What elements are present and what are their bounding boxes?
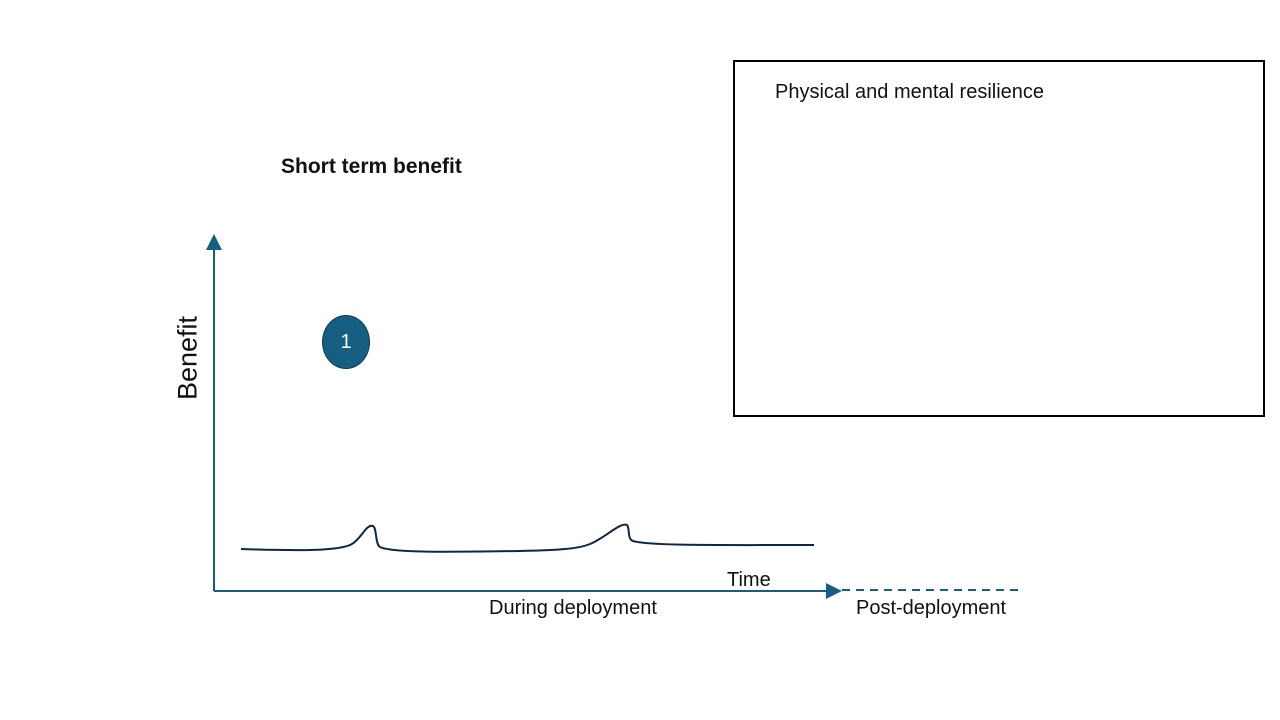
slide-title: Short term benefit — [281, 155, 462, 178]
resilience-box: Physical and mental resilience — [733, 60, 1265, 417]
phase-label-post: Post-deployment — [856, 597, 1007, 619]
x-axis-label: Time — [727, 569, 771, 591]
benefit-curve — [240, 523, 815, 553]
y-axis-label: Benefit — [172, 315, 203, 401]
marker-number: 1 — [340, 330, 352, 353]
resilience-box-title: Physical and mental resilience — [775, 81, 1045, 103]
phase-label-during: During deployment — [489, 597, 657, 619]
numbered-marker: 1 — [322, 315, 370, 369]
